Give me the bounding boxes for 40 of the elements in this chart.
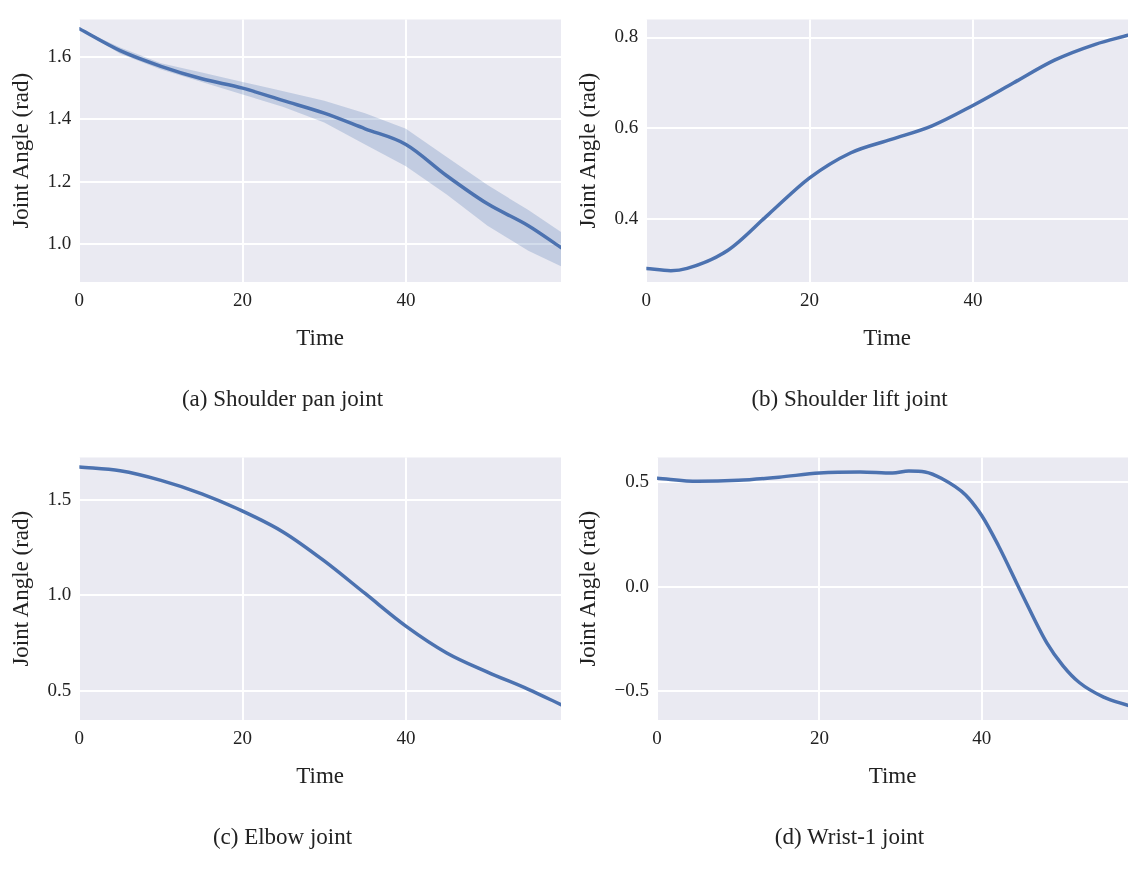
x-tick-label: 40	[972, 727, 992, 749]
x-tick-label: 0	[74, 727, 85, 749]
y-tick-label: 1.4	[47, 107, 72, 129]
y-tick-label: 1.6	[47, 44, 72, 66]
y-axis-title: Joint Angle (rad)	[574, 510, 600, 667]
y-axis-title: Joint Angle (rad)	[7, 510, 33, 667]
x-tick-label: 0	[652, 727, 662, 749]
x-tick-label: 0	[74, 289, 85, 311]
line-series	[79, 465, 561, 707]
text: (d) Wrist-1 joint	[774, 824, 925, 850]
x-tick-label: 40	[396, 727, 416, 749]
x-tick-label: 40	[963, 289, 983, 311]
y-tick-label: 0.5	[47, 679, 72, 701]
y-tick-label: 1.0	[47, 232, 72, 254]
x-axis-title: Time	[863, 324, 912, 350]
y-axis-title: Joint Angle (rad)	[574, 72, 600, 229]
line-series	[657, 469, 1128, 708]
x-tick-label: 20	[233, 727, 253, 749]
x-axis-title: Time	[296, 762, 345, 788]
y-tick-label: 0.4	[614, 206, 639, 228]
text: (a) Shoulder pan joint	[181, 386, 384, 412]
x-tick-label: 20	[233, 289, 253, 311]
x-tick-label: 0	[641, 289, 652, 311]
line-series	[646, 33, 1128, 273]
y-tick-label: 1.2	[47, 169, 72, 191]
y-tick-label: 0.0	[625, 574, 650, 596]
x-tick-label: 40	[396, 289, 416, 311]
y-tick-label: 1.5	[47, 487, 72, 509]
y-tick-label: −0.5	[614, 678, 650, 700]
y-tick-label: 1.0	[47, 583, 72, 605]
x-axis-title: Time	[868, 762, 917, 788]
x-axis-title: Time	[296, 324, 345, 350]
y-tick-label: 0.6	[614, 116, 639, 138]
x-tick-label: 20	[800, 289, 820, 311]
y-tick-label: 0.5	[625, 470, 650, 492]
x-tick-label: 20	[809, 727, 829, 749]
y-axis-title: Joint Angle (rad)	[7, 72, 33, 229]
text: (b) Shoulder lift joint	[751, 386, 949, 412]
y-tick-label: 0.8	[614, 25, 639, 47]
text: (c) Elbow joint	[212, 824, 353, 850]
